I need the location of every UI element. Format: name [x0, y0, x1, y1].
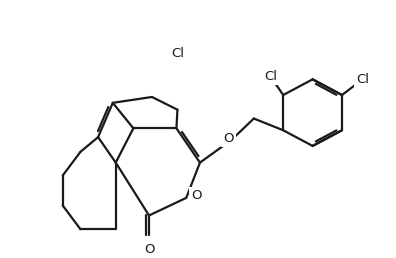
- Text: Cl: Cl: [264, 70, 277, 83]
- Text: Cl: Cl: [356, 73, 369, 86]
- Text: O: O: [223, 132, 234, 144]
- Text: O: O: [191, 189, 201, 202]
- Text: O: O: [144, 243, 154, 256]
- Text: Cl: Cl: [171, 47, 184, 60]
